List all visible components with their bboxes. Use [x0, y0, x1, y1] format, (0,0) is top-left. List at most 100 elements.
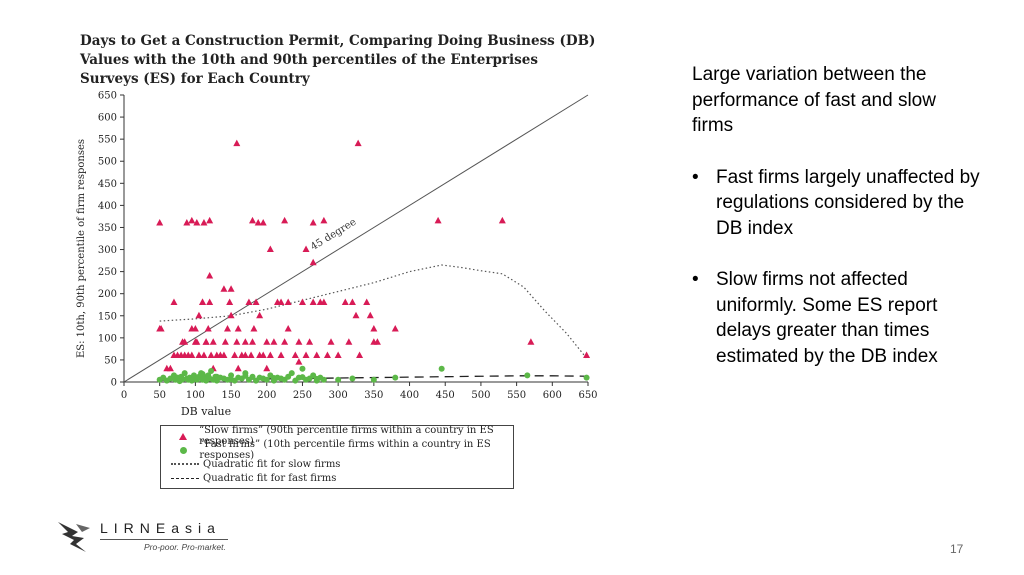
fast-firm-point: [438, 365, 445, 372]
slow-firm-point: [220, 285, 228, 292]
slow-firm-point: [284, 298, 292, 306]
circle-marker-icon: [179, 446, 187, 454]
x-tick-label: 150: [222, 390, 241, 401]
slow-firm-point: [345, 338, 353, 345]
legend-item-slow-fit: Quadratic fit for slow firms: [167, 457, 340, 471]
slow-firm-point: [391, 325, 399, 332]
slow-firm-point: [209, 338, 217, 345]
slow-firm-point: [188, 216, 196, 224]
legend-label-fast-fit: Quadratic fit for fast firms: [203, 472, 337, 484]
x-tick-label: 350: [364, 390, 383, 401]
slow-firm-point: [320, 298, 328, 306]
slow-firm-point: [270, 338, 278, 345]
slow-firm-point: [206, 272, 214, 279]
bullet-fast-firms: Fast firms largely unaffected by regulat…: [692, 165, 982, 242]
fast-firm-point: [199, 371, 206, 378]
x-tick-label: 250: [293, 390, 312, 401]
dashed-line-icon: [171, 477, 199, 479]
slow-firm-point: [302, 351, 310, 359]
slow-firm-point: [352, 311, 360, 319]
slow-firm-point: [166, 364, 174, 372]
scatter-chart: 0 50 100 150 200 250 300 350 400 450 500 550 600 650 0…: [76, 91, 598, 419]
slow-firm-point: [281, 338, 289, 345]
x-tick-label: 450: [436, 390, 455, 401]
chart-legend: “Slow firms” (90th percentile firms with…: [160, 425, 514, 489]
slow-firm-point: [256, 311, 264, 319]
y-tick-label: 100: [98, 333, 117, 344]
fast-firm-point: [349, 375, 356, 382]
slow-firm-point: [156, 325, 164, 332]
slow-firm-point: [323, 351, 331, 359]
slow-firm-point: [226, 298, 234, 306]
y-tick-label: 150: [98, 311, 117, 322]
logo-tagline: Pro-poor. Pro-market.: [144, 542, 226, 552]
slow-firm-point: [254, 219, 262, 226]
y-tick-label: 500: [98, 157, 117, 168]
slow-firm-point: [348, 298, 356, 306]
slow-firm-point: [233, 338, 241, 345]
y-tick-label: 0: [111, 378, 117, 389]
side-text-intro: Large variation between the performance …: [692, 64, 936, 136]
slow-firm-point: [200, 351, 208, 359]
chart-title: Days to Get a Construction Permit, Compa…: [80, 33, 596, 87]
slow-firm-point: [206, 216, 214, 224]
bird-logo-icon: [58, 522, 90, 552]
y-tick-label: 650: [98, 91, 117, 102]
slow-firm-point: [224, 325, 232, 332]
slow-firm-point: [181, 338, 189, 345]
slow-firm-point: [200, 219, 208, 226]
slow-firm-point: [277, 298, 285, 306]
dotted-line-icon: [171, 463, 199, 465]
legend-label-slow: “Slow firms” (90th percentile firms with…: [199, 425, 494, 447]
fast-firm-point: [313, 375, 320, 382]
slow-firm-point: [341, 298, 349, 306]
bullet-slow-firms: Slow firms not affected uniformly. Some …: [692, 267, 982, 369]
fast-firm-point: [288, 370, 295, 377]
fast-firm-point: [335, 376, 342, 383]
y-tick-label: 600: [98, 113, 117, 124]
slow-firm-point: [221, 338, 229, 345]
y-tick-label: 400: [98, 201, 117, 212]
x-tick-label: 500: [471, 390, 490, 401]
slow-firm-point: [284, 325, 292, 332]
x-tick-label: 100: [186, 390, 205, 401]
slow-firm-point: [320, 216, 328, 224]
slow-firm-point: [191, 325, 199, 332]
slow-firm-point: [156, 219, 164, 226]
y-tick-label: 550: [98, 135, 117, 146]
side-text-panel: Large variation between the performance …: [692, 62, 982, 395]
slow-firm-point: [266, 245, 274, 253]
slow-firm-point: [370, 338, 378, 345]
y-tick-label: 50: [104, 355, 117, 366]
slow-firm-point: [309, 298, 317, 306]
slow-firm-point: [248, 216, 256, 224]
fast-firm-point: [299, 374, 306, 381]
slow-firm-point: [234, 364, 242, 372]
x-axis-label: DB value: [181, 405, 231, 418]
legend-item-slow: “Slow firms” (90th percentile firms with…: [167, 425, 513, 447]
slow-firm-point: [193, 338, 201, 345]
fast-firm-point: [242, 372, 249, 379]
triangle-marker-icon: [179, 432, 188, 440]
slow-firm-point: [434, 216, 442, 224]
slow-firm-point: [295, 338, 303, 345]
slow-firm-point: [327, 338, 335, 345]
x-tick-label: 50: [153, 390, 166, 401]
slow-firm-point: [259, 351, 267, 359]
slow-firm-point: [170, 298, 178, 306]
reference-line-45: [123, 94, 589, 383]
slow-firm-point: [263, 338, 271, 345]
slow-firm-point: [259, 219, 267, 226]
fast-firm-point: [208, 367, 215, 374]
slow-firm-point: [306, 338, 314, 345]
slow-firm-point: [233, 139, 241, 147]
slow-firm-point: [247, 351, 255, 359]
side-text-bullets: Fast firms largely unaffected by regulat…: [692, 165, 982, 370]
fast-firm-point: [583, 374, 590, 381]
data-points: [156, 139, 591, 385]
slow-firm-point: [174, 351, 182, 359]
slow-firm-point: [302, 245, 310, 253]
slow-firm-point: [207, 351, 215, 359]
slow-firm-point: [227, 311, 235, 319]
legend-label-slow-fit: Quadratic fit for slow firms: [203, 458, 341, 470]
